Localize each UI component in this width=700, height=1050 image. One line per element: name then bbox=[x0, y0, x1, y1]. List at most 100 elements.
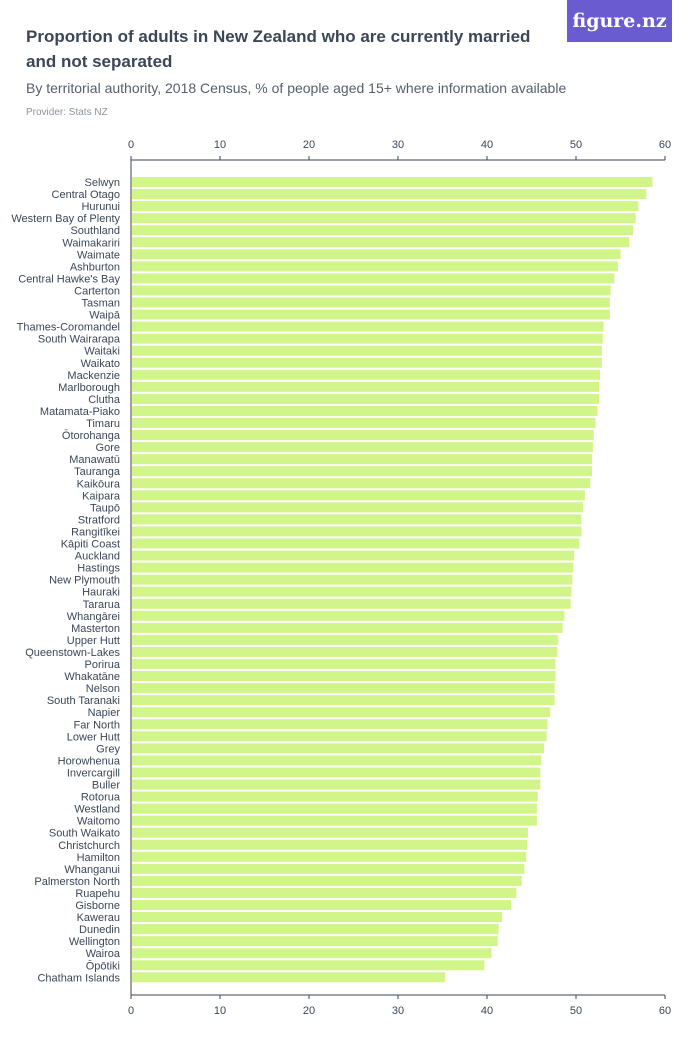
bar bbox=[132, 237, 630, 248]
category-label: Waitomo bbox=[77, 816, 120, 828]
bar bbox=[132, 827, 528, 838]
category-label: Thames-Coromandel bbox=[17, 322, 120, 334]
bar bbox=[132, 839, 528, 850]
bar bbox=[132, 261, 618, 272]
category-label: Tauranga bbox=[74, 466, 121, 478]
bar bbox=[132, 948, 492, 959]
bar bbox=[132, 345, 602, 356]
category-label: Waipā bbox=[89, 310, 121, 322]
category-label: Grey bbox=[96, 743, 120, 755]
category-label: Clutha bbox=[88, 394, 121, 406]
category-label: Waikato bbox=[81, 358, 120, 370]
bar bbox=[132, 225, 633, 236]
category-label: Far North bbox=[74, 719, 120, 731]
bar bbox=[132, 502, 584, 513]
bottom-tick-label: 60 bbox=[659, 1005, 671, 1017]
bar bbox=[132, 333, 603, 344]
bar bbox=[132, 622, 563, 633]
provider-label: Provider: Stats NZ bbox=[26, 107, 108, 118]
category-label: Hamilton bbox=[77, 852, 120, 864]
category-label: Wellington bbox=[69, 936, 120, 948]
category-label: Hastings bbox=[77, 563, 120, 575]
category-label: Queenstown-Lakes bbox=[25, 647, 120, 659]
figure-nz-logo[interactable]: figure.nz bbox=[567, 0, 672, 42]
bar bbox=[132, 418, 596, 428]
category-label: Horowhenua bbox=[58, 755, 121, 767]
category-label: Manawatū bbox=[69, 454, 120, 466]
category-label: Waimate bbox=[77, 249, 120, 261]
bar bbox=[132, 369, 601, 380]
category-label: Kaipara bbox=[82, 490, 121, 502]
bar bbox=[132, 671, 556, 682]
category-label: Upper Hutt bbox=[67, 635, 120, 647]
bottom-tick-label: 20 bbox=[303, 1005, 315, 1017]
bar bbox=[132, 177, 653, 187]
bar bbox=[132, 405, 598, 416]
bar bbox=[132, 514, 582, 525]
bar bbox=[132, 309, 610, 320]
bar bbox=[132, 936, 498, 947]
bar bbox=[132, 743, 544, 754]
category-label: Auckland bbox=[75, 551, 120, 563]
bar bbox=[132, 779, 541, 790]
category-label: Gore bbox=[96, 442, 120, 454]
category-label: Mackenzie bbox=[67, 370, 120, 382]
category-label: Tasman bbox=[81, 298, 120, 310]
category-label: Nelson bbox=[86, 683, 120, 695]
category-label: Waimakariri bbox=[62, 237, 120, 249]
bar bbox=[132, 719, 548, 730]
bottom-tick-label: 10 bbox=[214, 1005, 226, 1017]
top-tick-label: 20 bbox=[303, 139, 315, 151]
bar bbox=[132, 550, 575, 561]
bar bbox=[132, 707, 551, 718]
category-label: Chatham Islands bbox=[37, 972, 120, 984]
category-label: Ruapehu bbox=[75, 888, 120, 900]
top-tick-label: 40 bbox=[481, 139, 493, 151]
bar bbox=[132, 683, 555, 694]
category-label: Wairoa bbox=[86, 948, 121, 960]
bar bbox=[132, 478, 591, 489]
bar bbox=[132, 803, 537, 814]
category-label: Palmerston North bbox=[34, 876, 120, 888]
bar bbox=[132, 731, 547, 742]
bar bbox=[132, 924, 499, 935]
bar bbox=[132, 538, 580, 549]
category-label: Hauraki bbox=[82, 587, 120, 599]
bar bbox=[132, 863, 525, 874]
bar bbox=[132, 526, 582, 537]
bar bbox=[132, 430, 594, 441]
category-label: Rotorua bbox=[81, 792, 121, 804]
bar bbox=[132, 442, 593, 453]
bar bbox=[132, 393, 600, 404]
category-label: New Plymouth bbox=[49, 575, 120, 587]
bar bbox=[132, 574, 573, 585]
category-label: Westland bbox=[74, 804, 120, 816]
category-label: Timaru bbox=[86, 418, 120, 430]
bar bbox=[132, 321, 604, 332]
category-label: Taupō bbox=[90, 502, 120, 514]
bar bbox=[132, 490, 585, 501]
category-label: Waitaki bbox=[84, 346, 120, 358]
category-label: Central Hawke's Bay bbox=[18, 273, 120, 285]
category-label: Masterton bbox=[71, 623, 120, 635]
bar bbox=[132, 960, 485, 971]
bar bbox=[132, 900, 512, 910]
category-label: Invercargill bbox=[67, 767, 120, 779]
category-label: Carterton bbox=[74, 285, 120, 297]
category-label: Marlborough bbox=[58, 382, 120, 394]
bar bbox=[132, 815, 537, 826]
category-label: Dunedin bbox=[79, 924, 120, 936]
category-label: Buller bbox=[92, 780, 120, 792]
bottom-tick-label: 30 bbox=[392, 1005, 404, 1017]
bar bbox=[132, 912, 503, 923]
category-label: South Taranaki bbox=[47, 695, 120, 707]
bar bbox=[132, 972, 446, 983]
category-label: Porirua bbox=[85, 659, 121, 671]
bar bbox=[132, 381, 600, 392]
bar bbox=[132, 297, 610, 308]
bar bbox=[132, 586, 572, 597]
category-label: Whakatāne bbox=[64, 671, 120, 683]
bar bbox=[132, 285, 611, 296]
bottom-tick-label: 0 bbox=[128, 1005, 134, 1017]
